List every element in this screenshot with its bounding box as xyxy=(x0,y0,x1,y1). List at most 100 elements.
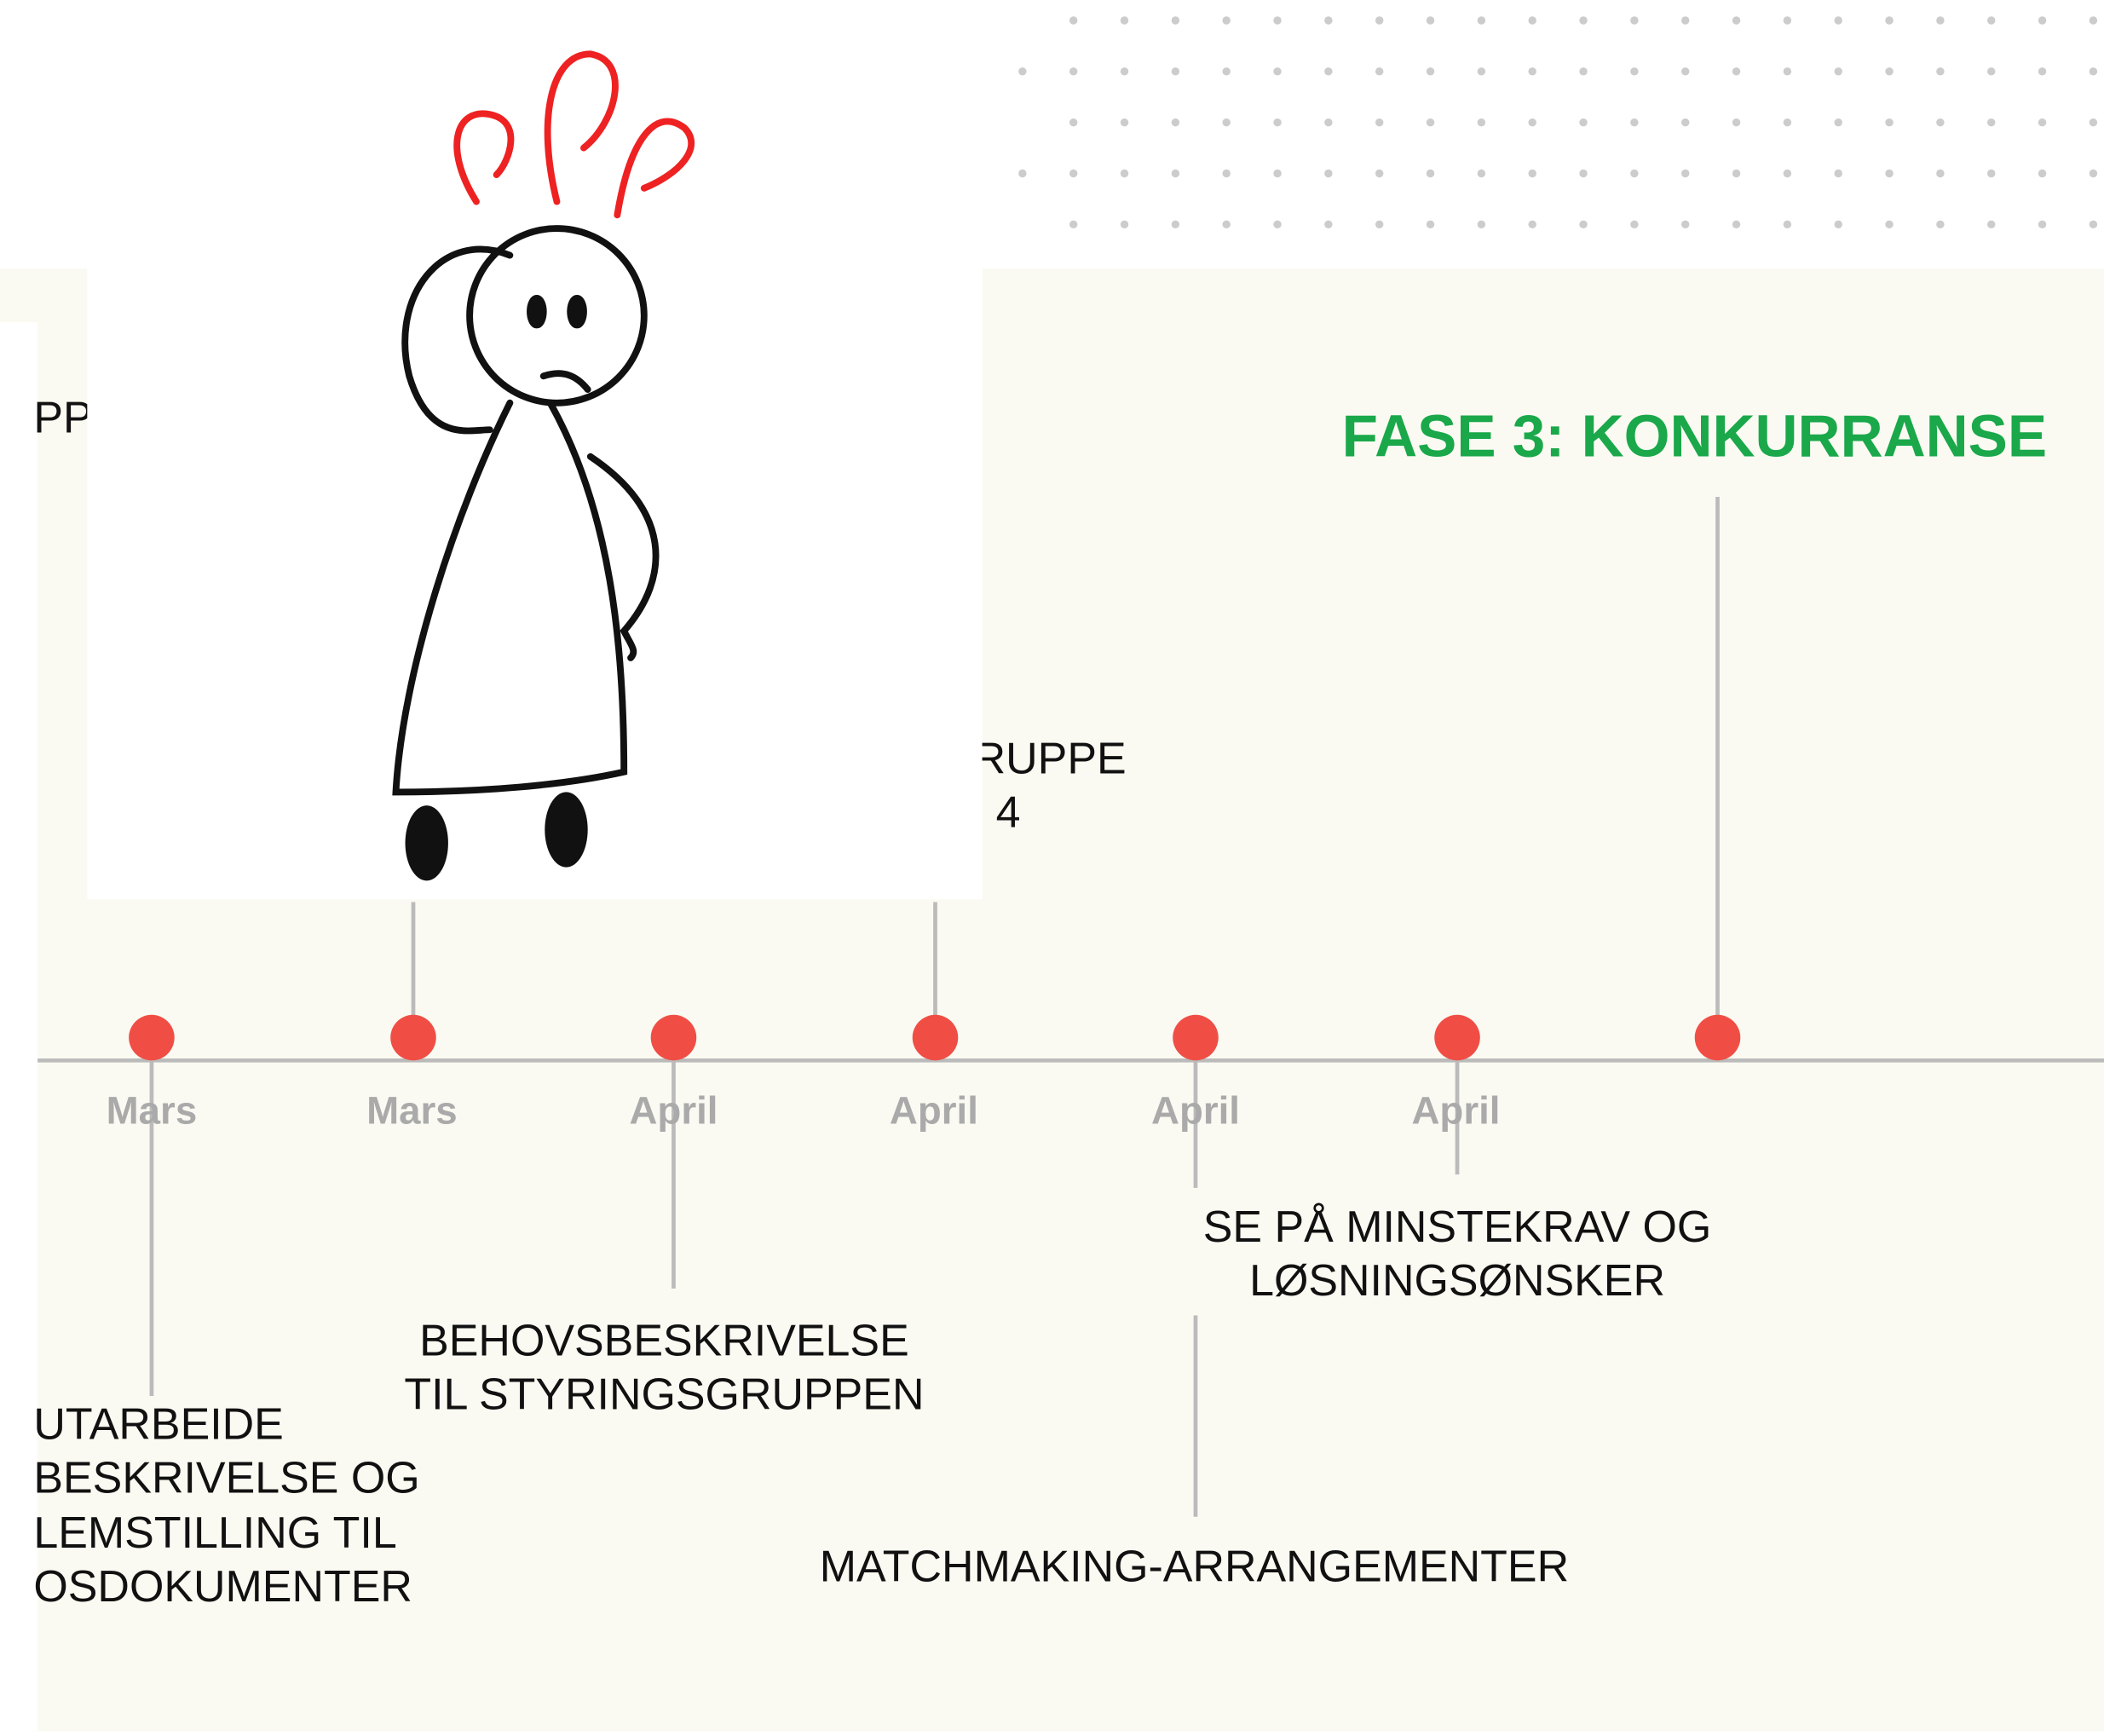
dot xyxy=(1936,67,1944,75)
dot xyxy=(1835,118,1842,126)
dot xyxy=(1579,16,1587,24)
event-text: UTARBEIDE xyxy=(33,1399,283,1449)
dot xyxy=(1784,170,1791,177)
dot xyxy=(1069,67,1077,75)
dot xyxy=(1324,16,1332,24)
dot xyxy=(2090,221,2097,228)
event-text: BEHOVSBESKRIVELSE xyxy=(419,1317,909,1366)
dot xyxy=(1427,16,1434,24)
event-text: LEMSTILLING TIL xyxy=(33,1508,396,1558)
dot xyxy=(1375,16,1383,24)
dot xyxy=(1885,67,1893,75)
dot xyxy=(2038,16,2046,24)
dot xyxy=(1579,118,1587,126)
dot xyxy=(1784,221,1791,228)
dot xyxy=(1172,67,1179,75)
dot xyxy=(1528,67,1536,75)
dot xyxy=(1069,221,1077,228)
dot xyxy=(1987,118,1995,126)
dot xyxy=(1732,221,1740,228)
milestone xyxy=(913,1015,959,1061)
dot xyxy=(1936,170,1944,177)
dot xyxy=(1681,170,1689,177)
dot xyxy=(1018,170,1026,177)
dot xyxy=(1222,170,1230,177)
event-text: OSDOKUMENTER xyxy=(33,1562,412,1612)
dot xyxy=(1172,170,1179,177)
dot xyxy=(1681,67,1689,75)
dot xyxy=(1324,221,1332,228)
dot xyxy=(2090,67,2097,75)
dot xyxy=(1630,16,1638,24)
milestone xyxy=(390,1015,436,1061)
dot xyxy=(1427,221,1434,228)
dot xyxy=(1528,221,1536,228)
dot xyxy=(1018,67,1026,75)
dot xyxy=(1835,221,1842,228)
dot xyxy=(1681,118,1689,126)
dot xyxy=(1069,16,1077,24)
dot xyxy=(1732,67,1740,75)
event-text: LØSNINGSØNSKER xyxy=(1249,1256,1665,1306)
dot xyxy=(1630,170,1638,177)
dot xyxy=(1121,221,1128,228)
dot xyxy=(1987,221,1995,228)
event-text: SE PÅ MINSTEKRAV OG xyxy=(1203,1203,1712,1252)
dot xyxy=(1069,118,1077,126)
milestone xyxy=(1173,1015,1219,1061)
dot xyxy=(1528,170,1536,177)
date-label: April xyxy=(1151,1088,1240,1132)
milestone xyxy=(651,1015,697,1061)
dot xyxy=(1121,67,1128,75)
dot xyxy=(1987,16,1995,24)
milestone xyxy=(1434,1015,1480,1061)
dot xyxy=(1478,67,1485,75)
dot xyxy=(1222,221,1230,228)
dot xyxy=(1835,170,1842,177)
dot xyxy=(2038,118,2046,126)
dot xyxy=(1579,67,1587,75)
dot xyxy=(1784,67,1791,75)
dot xyxy=(1681,16,1689,24)
fragment: PP xyxy=(33,393,92,442)
date-label: Mars xyxy=(366,1088,458,1132)
event-text: TIL STYRINGSGRUPPEN xyxy=(404,1370,924,1420)
dot xyxy=(1375,118,1383,126)
dot xyxy=(1478,16,1485,24)
dot xyxy=(1121,118,1128,126)
dot xyxy=(1375,221,1383,228)
dot xyxy=(1273,221,1281,228)
dot xyxy=(1273,16,1281,24)
date-label: April xyxy=(1411,1088,1500,1132)
dot xyxy=(1121,170,1128,177)
dot xyxy=(1478,118,1485,126)
dot xyxy=(2090,16,2097,24)
dot xyxy=(1987,67,1995,75)
dot xyxy=(1732,118,1740,126)
dot xyxy=(1528,118,1536,126)
dot xyxy=(1273,170,1281,177)
dot xyxy=(1630,67,1638,75)
left-strip xyxy=(0,322,37,1731)
dot xyxy=(1784,118,1791,126)
dot xyxy=(1835,16,1842,24)
dot xyxy=(2090,170,2097,177)
dot xyxy=(1222,16,1230,24)
dot xyxy=(1375,67,1383,75)
dot xyxy=(1324,67,1332,75)
dot xyxy=(1784,16,1791,24)
dot xyxy=(1936,118,1944,126)
dot xyxy=(1936,16,1944,24)
date-label: April xyxy=(890,1088,978,1132)
dot xyxy=(2038,67,2046,75)
dot xyxy=(1681,221,1689,228)
date-label: April xyxy=(629,1088,718,1132)
dot xyxy=(1579,170,1587,177)
dot xyxy=(1121,16,1128,24)
dot xyxy=(1885,16,1893,24)
dot xyxy=(1273,67,1281,75)
dot xyxy=(1427,170,1434,177)
dot xyxy=(1987,170,1995,177)
dot xyxy=(1885,118,1893,126)
dot xyxy=(1936,221,1944,228)
